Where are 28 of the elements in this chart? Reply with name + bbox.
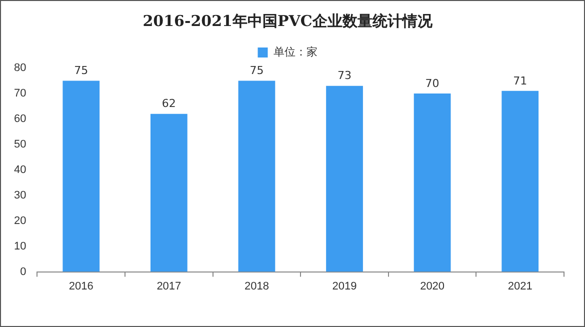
y-tick-label: 70 bbox=[14, 88, 26, 100]
y-tick-label: 40 bbox=[14, 164, 26, 176]
x-tick-label: 2017 bbox=[156, 280, 182, 292]
chart-title: 2016-2021年中国PVC企业数量统计情况 bbox=[142, 12, 434, 30]
data-label: 71 bbox=[513, 74, 528, 88]
x-tick-label: 2016 bbox=[68, 280, 94, 292]
data-label: 75 bbox=[250, 64, 264, 78]
bar bbox=[502, 90, 539, 272]
x-tick-label: 2021 bbox=[508, 280, 532, 292]
x-tick-label: 2018 bbox=[244, 280, 269, 292]
data-label: 75 bbox=[74, 64, 88, 78]
y-tick-label: 60 bbox=[14, 112, 26, 125]
x-tick-label: 2020 bbox=[420, 280, 445, 292]
y-tick-label: 30 bbox=[14, 189, 26, 202]
bar bbox=[62, 80, 100, 272]
bar bbox=[238, 80, 276, 272]
x-tick-label: 2019 bbox=[332, 280, 357, 292]
y-tick-label: 20 bbox=[14, 214, 26, 227]
bar bbox=[150, 114, 188, 272]
y-tick-label: 10 bbox=[14, 240, 26, 252]
data-label: 70 bbox=[425, 76, 440, 90]
bar bbox=[414, 93, 451, 272]
data-label: 62 bbox=[162, 97, 176, 110]
y-tick-label: 80 bbox=[14, 62, 26, 74]
y-tick-label: 50 bbox=[14, 138, 26, 150]
data-label: 73 bbox=[338, 69, 352, 82]
bar bbox=[326, 86, 363, 272]
y-tick-label: 0 bbox=[20, 266, 26, 278]
